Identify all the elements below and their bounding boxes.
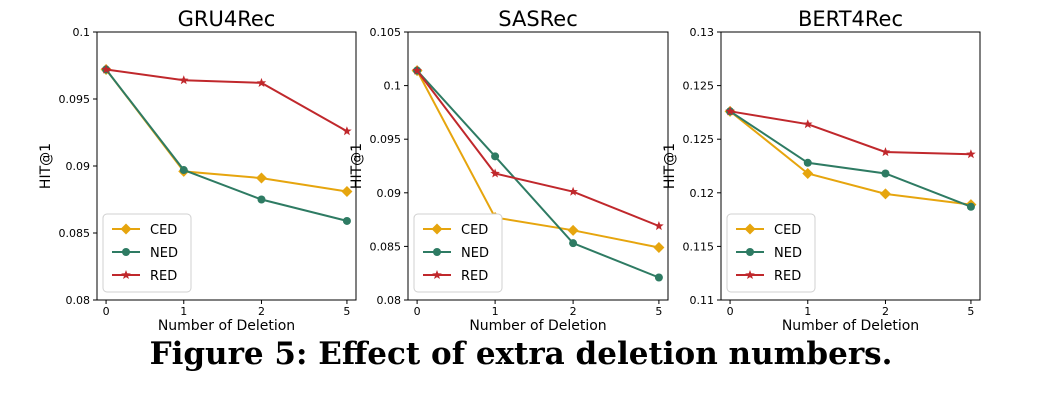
series-line-ced <box>416 70 660 249</box>
x-tick-label: 2 <box>570 305 577 318</box>
x-tick-label: 0 <box>414 305 421 318</box>
legend-marker-red <box>121 270 131 279</box>
data-point-ced <box>341 185 353 197</box>
data-point-ned <box>881 169 890 178</box>
data-point-ced <box>653 241 665 253</box>
data-point-ned <box>966 202 975 211</box>
data-point-ned <box>257 195 266 204</box>
x-tick-label: 0 <box>727 305 734 318</box>
y-tick-label: 0.125 <box>683 80 715 93</box>
legend-label-ned: NED <box>461 246 489 261</box>
data-point-red <box>101 64 111 74</box>
x-tick-label: 1 <box>804 305 811 318</box>
chart-title: BERT4Rec <box>798 7 903 31</box>
legend-label-red: RED <box>461 269 488 284</box>
y-tick-label: 0.12 <box>690 187 715 200</box>
y-axis-label: HIT@1 <box>349 143 365 189</box>
data-point-ned <box>342 216 351 225</box>
data-point-red <box>342 126 352 136</box>
x-tick-label: 5 <box>967 305 974 318</box>
data-point-ned <box>803 158 812 167</box>
y-tick-label: 0.115 <box>683 240 715 253</box>
data-point-ced <box>879 188 891 200</box>
x-tick-label: 5 <box>343 305 350 318</box>
y-tick-label: 0.13 <box>690 26 715 39</box>
y-tick-label: 0.1 <box>73 26 91 39</box>
x-tick-label: 1 <box>180 305 187 318</box>
legend-label-red: RED <box>774 269 801 284</box>
series-line-red <box>729 110 971 156</box>
x-tick-label: 5 <box>655 305 662 318</box>
data-point-ned <box>569 239 578 248</box>
series-line-red <box>105 68 348 133</box>
legend-label-ced: CED <box>461 223 488 238</box>
y-tick-label: 0.11 <box>690 294 715 307</box>
chart-panel-1: GRU4Rec 0.08 0.085 0.09 0.095 0.1 0 1 2 5 Number o… <box>38 7 357 334</box>
data-point-ned <box>654 273 663 282</box>
data-point-ned <box>491 152 500 161</box>
legend-marker-ced <box>431 223 443 235</box>
chart-title: SASRec <box>498 7 578 31</box>
data-point-red <box>256 77 267 87</box>
legend-label-ced: CED <box>774 223 801 238</box>
legend-marker-ned <box>746 248 754 256</box>
legend-label-ced: CED <box>150 223 177 238</box>
y-tick-label: 0.095 <box>59 93 91 106</box>
y-tick-label: 0.08 <box>66 294 91 307</box>
series-line-ned <box>729 110 972 208</box>
data-point-red <box>179 75 189 85</box>
y-tick-label: 0.1 <box>384 80 402 93</box>
y-axis-label: HIT@1 <box>38 143 54 189</box>
series-line-ced <box>729 110 972 206</box>
series-line-red <box>416 69 660 227</box>
data-point-ced <box>567 224 579 236</box>
legend-label-red: RED <box>150 269 177 284</box>
legend-label-ned: NED <box>774 246 802 261</box>
plot-frame <box>407 31 669 301</box>
data-point-red <box>654 221 664 231</box>
chart-title: GRU4Rec <box>178 7 276 31</box>
y-tick-label: 0.105 <box>370 26 402 39</box>
data-point-red <box>880 147 891 157</box>
data-point-ced <box>255 172 267 184</box>
data-point-red <box>568 186 578 196</box>
y-tick-label: 0.085 <box>59 227 91 240</box>
legend-marker-ned <box>433 248 441 256</box>
chart-panel-3: BERT4Rec 0.11 0.115 0.12 0.125 0.125 0.13 0 1 2 5 N… <box>662 7 981 334</box>
figure-caption: Figure 5: Effect of extra deletion numbe… <box>149 336 893 372</box>
data-point-ced <box>802 168 814 180</box>
y-tick-label: 0.125 <box>683 133 715 146</box>
x-tick-label: 1 <box>492 305 499 318</box>
legend-marker-red <box>745 270 755 279</box>
data-point-red <box>412 65 422 75</box>
legend-label-ned: NED <box>150 246 178 261</box>
x-axis-label: Number of Deletion <box>158 318 295 334</box>
x-axis-label: Number of Deletion <box>469 318 606 334</box>
y-axis-label: HIT@1 <box>662 143 678 189</box>
data-point-red <box>966 149 976 159</box>
x-axis-label: Number of Deletion <box>782 318 919 334</box>
x-tick-label: 2 <box>882 305 889 318</box>
y-tick-label: 0.09 <box>377 187 402 200</box>
y-tick-label: 0.09 <box>66 160 91 173</box>
series-line-ced <box>105 68 348 193</box>
series-line-ned <box>416 69 660 279</box>
legend-marker-ced <box>120 223 132 235</box>
legend-marker-ced <box>744 223 756 235</box>
y-tick-label: 0.095 <box>370 133 402 146</box>
series-line-ned <box>105 68 348 222</box>
x-tick-label: 2 <box>258 305 265 318</box>
data-point-red <box>803 119 813 129</box>
x-tick-label: 0 <box>103 305 110 318</box>
legend-marker-ned <box>122 248 130 256</box>
data-point-red <box>725 106 735 116</box>
plot-frame <box>720 31 981 301</box>
data-point-red <box>490 168 500 178</box>
y-tick-label: 0.08 <box>377 294 402 307</box>
chart-panel-2: SASRec 0.08 0.085 0.09 0.095 0.1 0.105 0 1 2 5 Numb… <box>349 7 669 334</box>
y-tick-label: 0.085 <box>370 240 402 253</box>
data-point-ned <box>179 166 188 175</box>
legend-marker-red <box>432 270 442 279</box>
